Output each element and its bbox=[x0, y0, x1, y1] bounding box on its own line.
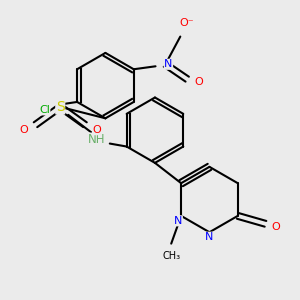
Text: Cl: Cl bbox=[39, 105, 50, 115]
Text: N: N bbox=[174, 216, 182, 226]
Text: N: N bbox=[164, 59, 172, 69]
Text: CH₃: CH₃ bbox=[162, 250, 180, 260]
Text: O: O bbox=[195, 77, 203, 87]
Text: O: O bbox=[92, 125, 101, 135]
Text: S: S bbox=[56, 100, 64, 114]
Text: O: O bbox=[271, 222, 280, 232]
Text: NH: NH bbox=[88, 133, 106, 146]
Text: O⁻: O⁻ bbox=[179, 18, 194, 28]
Text: N: N bbox=[205, 232, 214, 242]
Text: O: O bbox=[19, 125, 28, 135]
